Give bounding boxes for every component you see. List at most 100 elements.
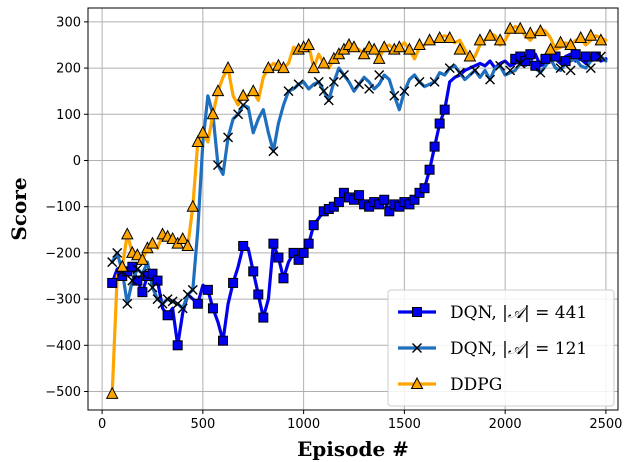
- data-point: [268, 238, 279, 249]
- data-point: [166, 231, 179, 245]
- legend-swatch-marker: [412, 307, 422, 317]
- data-point: [423, 33, 436, 46]
- data-point: [202, 284, 213, 295]
- data-point: [308, 220, 319, 231]
- data-point: [223, 132, 234, 143]
- data-point: [503, 21, 517, 34]
- data-point: [555, 63, 566, 74]
- data-point: [570, 49, 581, 60]
- data-point: [273, 252, 284, 263]
- data-point: [413, 37, 426, 50]
- data-point: [136, 252, 149, 265]
- y-tick-label: 0: [73, 154, 81, 169]
- data-point: [429, 76, 440, 87]
- data-point: [258, 312, 269, 323]
- data-point: [580, 51, 591, 62]
- plot-frame: [87, 7, 619, 411]
- data-point: [298, 247, 309, 258]
- data-point: [590, 51, 601, 62]
- y-tick-label: 200: [56, 62, 81, 77]
- x-tick-label: 2000: [489, 417, 522, 432]
- data-point: [473, 33, 487, 46]
- data-point: [176, 231, 190, 245]
- x-tick-label: 500: [190, 417, 215, 432]
- data-point: [191, 134, 205, 147]
- data-point: [122, 298, 133, 309]
- legend-swatch-marker: [412, 343, 422, 353]
- data-point: [595, 51, 606, 62]
- data-point: [303, 238, 314, 249]
- data-point: [162, 310, 173, 321]
- data-point: [433, 30, 446, 44]
- data-point: [377, 40, 391, 53]
- data-point: [181, 238, 195, 251]
- data-point: [367, 42, 381, 55]
- data-point: [469, 65, 480, 76]
- data-point: [278, 273, 289, 284]
- data-point: [207, 303, 218, 314]
- data-point: [505, 65, 516, 76]
- data-point: [120, 227, 134, 240]
- y-tick-label: −500: [45, 385, 81, 400]
- data-point: [177, 303, 188, 314]
- data-point: [424, 164, 435, 175]
- data-point: [221, 60, 235, 74]
- data-point: [419, 183, 430, 194]
- x-tick-label: 1500: [388, 417, 421, 432]
- data-point: [357, 47, 371, 60]
- data-point: [107, 257, 118, 268]
- y-tick-label: −400: [45, 339, 81, 354]
- data-point: [403, 42, 416, 55]
- data-point: [525, 49, 536, 60]
- data-point: [196, 125, 210, 138]
- data-point: [554, 35, 567, 48]
- data-point: [384, 206, 395, 217]
- data-point: [218, 335, 229, 346]
- data-point: [236, 88, 250, 101]
- x-tick-label: 2500: [589, 417, 622, 432]
- data-point: [268, 146, 279, 157]
- legend-swatch-marker: [410, 376, 424, 389]
- axis-ticks: 0 500 1000 1500 2000 2500 −500 −400 −300 −200 −100…: [45, 15, 622, 432]
- data-point: [560, 56, 571, 67]
- data-point: [443, 30, 457, 44]
- data-point: [333, 197, 344, 208]
- data-point: [246, 84, 260, 97]
- data-point: [585, 63, 596, 74]
- data-point: [318, 86, 329, 97]
- data-point: [162, 294, 173, 305]
- y-tick-label: −200: [45, 246, 81, 261]
- y-tick-label: 100: [56, 108, 81, 123]
- data-point: [439, 104, 450, 115]
- data-point: [515, 58, 526, 69]
- data-point: [238, 240, 249, 251]
- data-point: [520, 56, 531, 67]
- data-point: [338, 70, 349, 80]
- data-point: [409, 194, 420, 205]
- data-point: [317, 56, 331, 69]
- data-point: [454, 67, 465, 78]
- y-tick-label: −300: [45, 293, 81, 308]
- data-point: [354, 79, 365, 90]
- data-point: [107, 277, 118, 288]
- data-point: [495, 60, 506, 71]
- data-point: [302, 37, 315, 50]
- data-point: [228, 277, 239, 288]
- data-point: [434, 118, 445, 129]
- data-point: [147, 282, 158, 293]
- data-point: [483, 28, 497, 41]
- data-point: [238, 100, 249, 111]
- data-point: [530, 60, 541, 71]
- data-point: [564, 37, 577, 50]
- y-tick-label: −100: [45, 200, 81, 215]
- data-point: [513, 21, 527, 34]
- data-point: [374, 70, 385, 80]
- data-point: [534, 24, 547, 37]
- x-tick-label: 1000: [287, 417, 320, 432]
- data-point: [283, 86, 294, 97]
- data-point: [147, 268, 158, 279]
- data-point: [379, 194, 390, 205]
- data-point: [524, 26, 537, 39]
- data-point: [146, 236, 159, 249]
